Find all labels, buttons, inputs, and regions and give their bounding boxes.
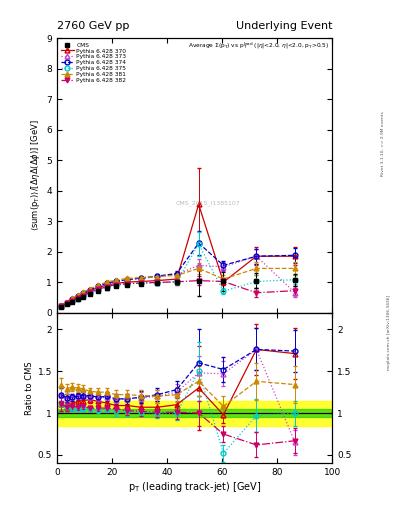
Text: Rivet 3.1.10, >= 2.9M events: Rivet 3.1.10, >= 2.9M events — [381, 111, 385, 176]
Text: Underlying Event: Underlying Event — [235, 20, 332, 31]
Text: Average $\Sigma$(p$_{\mathsf{T}}$) vs p$_{\mathsf{T}}^{\mathsf{lead}}$ ($|\eta|$: Average $\Sigma$(p$_{\mathsf{T}}$) vs p$… — [188, 41, 329, 51]
Y-axis label: Ratio to CMS: Ratio to CMS — [25, 361, 33, 415]
Bar — [57, 400, 332, 425]
Text: 2760 GeV pp: 2760 GeV pp — [57, 20, 129, 31]
Text: CMS_2015_I1385107: CMS_2015_I1385107 — [176, 200, 241, 206]
Legend: CMS, Pythia 6.428 370, Pythia 6.428 373, Pythia 6.428 374, Pythia 6.428 375, Pyt: CMS, Pythia 6.428 370, Pythia 6.428 373,… — [60, 41, 127, 84]
Bar — [57, 409, 332, 417]
X-axis label: p$_{\mathsf{T}}$ (leading track-jet) [GeV]: p$_{\mathsf{T}}$ (leading track-jet) [Ge… — [128, 480, 261, 494]
Y-axis label: $\langle$sum(p$_{\mathsf{T}}$)$\rangle$/$[\Delta\eta\Delta(\Delta\phi)]$ [GeV]: $\langle$sum(p$_{\mathsf{T}}$)$\rangle$/… — [29, 119, 42, 231]
Text: mcplots.cern.ch [arXiv:1306.3436]: mcplots.cern.ch [arXiv:1306.3436] — [387, 295, 391, 370]
